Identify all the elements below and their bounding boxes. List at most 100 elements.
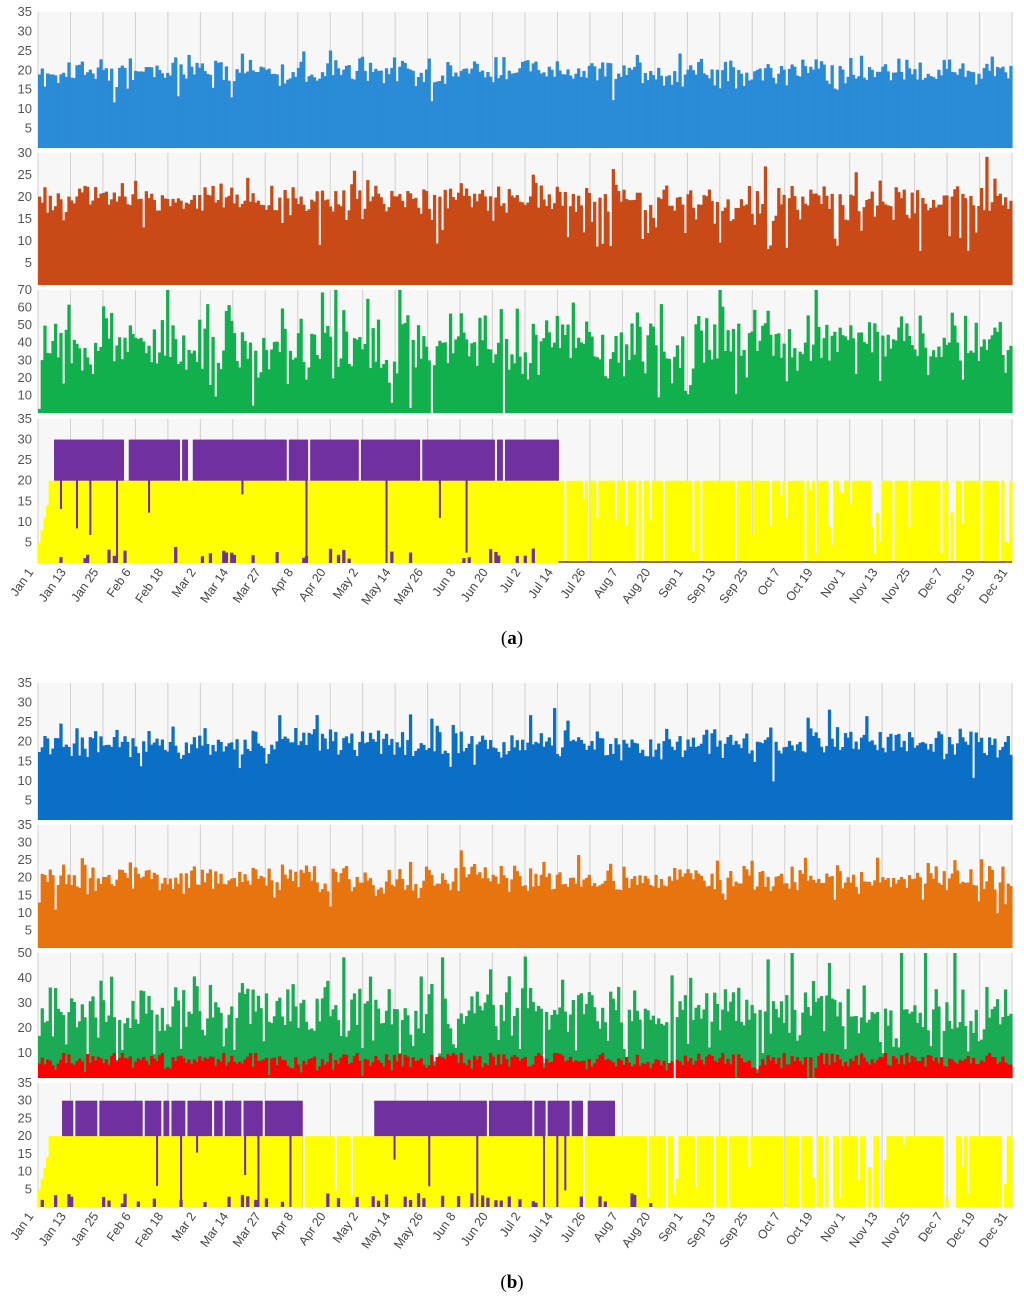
- panel-b-row1-series-bar: [729, 734, 733, 820]
- panel-a-row1-series-bar: [51, 74, 55, 148]
- panel-b-row3-red-bar: [777, 1057, 781, 1078]
- panel-a-row3-series-bar: [590, 336, 594, 413]
- panel-b-row1-series-bar: [790, 745, 794, 820]
- panel-b-row2-series-bar: [142, 876, 146, 948]
- panel-a-row1-series-bar: [982, 68, 986, 148]
- panel-a-row3-series-bar: [1001, 354, 1005, 413]
- panel-a-row1-series-bar: [470, 68, 474, 148]
- panel-b-row4-yellow-bar: [971, 1136, 976, 1207]
- panel-a-row4-purple-low-bar: [200, 556, 205, 563]
- panel-a-row4-purple-bar: [88, 439, 92, 563]
- panel-b-row3-red-bar: [971, 1057, 976, 1078]
- panel-b-row2-series-bar: [507, 891, 511, 948]
- panel-a-row4-yellow-bar: [937, 480, 941, 563]
- panel-a-row3-series-bar: [814, 290, 818, 413]
- panel-a-row1-series-bar: [454, 72, 458, 148]
- panel-a-row4-yellow-bar: [222, 480, 226, 563]
- panel-a-row4-yellow-bar: [224, 480, 229, 563]
- panel-b-row3-green-bar: [246, 988, 250, 1078]
- panel-a-row2-series-bar: [619, 201, 623, 285]
- panel-b-row1-series-bar: [198, 735, 202, 820]
- panel-a-row2-series-bar: [520, 202, 525, 285]
- panel-b-row3-y-tick-label: 30: [18, 995, 32, 1010]
- panel-b-row3-red-bar: [897, 1064, 901, 1078]
- panel-a-row2-series-bar: [851, 195, 856, 285]
- panel-b-row1-series-bar: [262, 747, 266, 820]
- panel-b-row3-red-bar: [411, 1057, 415, 1078]
- panel-b-row2-y-tick-label: 15: [18, 887, 32, 902]
- panel-a-x-tick-label: May 2: [330, 566, 361, 602]
- panel-a-row4-yellow-bar: [886, 480, 890, 563]
- panel-a-row4-yellow-bar: [838, 491, 842, 563]
- panel-a-row3-series-bar: [504, 338, 509, 413]
- panel-a-row2-series-bar: [793, 196, 797, 285]
- panel-b-row3-red-bar: [870, 1059, 874, 1078]
- panel-b-row2-y-tick-label: 20: [18, 870, 32, 885]
- panel-a-row4-yellow-bar: [667, 480, 672, 563]
- panel-b-row4-yellow-bar: [342, 1136, 346, 1207]
- panel-b-row2-series-bar: [262, 877, 266, 948]
- panel-b-row1-series-bar: [955, 743, 960, 820]
- panel-a-row2-series-bar: [673, 210, 677, 285]
- panel-a-row1-series-bar: [995, 66, 1000, 148]
- panel-a-row3-series-bar: [72, 339, 76, 413]
- panel-a-row2-series-bar: [104, 191, 108, 285]
- panel-a-row1-series-bar: [819, 61, 824, 148]
- panel-a-row3-series-bar: [304, 379, 309, 413]
- panel-a-row3-series-bar: [558, 348, 562, 413]
- panel-a-row4-yellow-bar: [360, 480, 365, 563]
- panel-a-row2-series-bar: [934, 207, 938, 285]
- panel-b-row3-green-bar: [867, 1019, 872, 1078]
- panel-a-row4-yellow-bar: [240, 494, 245, 563]
- panel-a-row3-series-bar: [574, 347, 578, 413]
- panel-b-row1-series-bar: [438, 732, 442, 820]
- panel-a-row1-series-bar: [198, 67, 202, 148]
- panel-a-row2-series-bar: [939, 204, 944, 285]
- panel-b-row3-red-bar: [531, 1064, 535, 1078]
- panel-a-row1-series-bar: [1009, 65, 1013, 148]
- panel-b-row4-yellow-bar: [646, 1197, 650, 1207]
- panel-a-row3-series-bar: [446, 363, 450, 413]
- panel-a-row3-series-bar: [598, 359, 602, 413]
- panel-a-row4-yellow-bar: [336, 480, 341, 563]
- panel-b-row3-red-bar: [104, 1059, 108, 1078]
- panel-a-row3-series-bar: [851, 338, 856, 413]
- panel-a-row1-series-bar: [462, 68, 466, 148]
- panel-a-row4-yellow-bar: [609, 480, 613, 563]
- panel-a-row3-series-bar: [998, 321, 1002, 413]
- panel-a-row1-series-bar: [318, 78, 322, 148]
- panel-b-row4-yellow-bar: [547, 1136, 551, 1207]
- panel-a-row4-yellow-bar: [435, 480, 439, 563]
- panel-b-row3-red-bar: [142, 1057, 146, 1078]
- panel-a-row3-series-bar: [649, 323, 653, 413]
- panel-b-row3-green-bar: [259, 1008, 263, 1078]
- panel-a-row3-series-bar: [833, 331, 837, 413]
- panel-b-row3-red-bar: [622, 1064, 626, 1078]
- panel-b-row3-red-bar: [601, 1053, 605, 1078]
- panel-b-row3-green-bar: [483, 1002, 487, 1078]
- panel-a-row2-series-bar: [891, 219, 896, 285]
- panel-b-row1-series-bar: [918, 742, 922, 820]
- panel-b-row3-red-bar: [331, 1069, 335, 1078]
- panel-a-row1-y-tick-label: 35: [18, 4, 32, 19]
- panel-a-row4-yellow-bar: [488, 480, 493, 563]
- panel-b-row2-series-bar: [414, 883, 418, 948]
- panel-a-row3-series-bar: [288, 350, 293, 413]
- panel-a-row3-series-bar: [945, 344, 949, 413]
- panel-b-row3-red-bar: [659, 1065, 664, 1078]
- panel-a-row3-series-bar: [985, 349, 989, 413]
- panel-b-row1-series-bar: [451, 724, 455, 820]
- panel-b-row1-series-bar: [971, 777, 976, 820]
- panel-b-x-tick-label: Jan 13: [36, 1210, 69, 1249]
- panel-a-row1-series-bar: [587, 65, 591, 148]
- panel-a-row3-series-bar: [104, 318, 108, 413]
- panel-b-row3-red-bar: [472, 1055, 477, 1078]
- panel-b-row1-series-bar: [550, 745, 554, 820]
- panel-b-row3-y-tick-label: 50: [18, 945, 32, 960]
- panel-b-row1-series-bar: [131, 738, 135, 820]
- panel-a-row2-series-bar: [158, 210, 162, 285]
- panel-a-row1-series-bar: [913, 69, 917, 148]
- panel-b-row1-series-bar: [494, 748, 498, 820]
- panel-a-row2-series-bar: [438, 196, 442, 285]
- panel-a-row1-series-bar: [91, 73, 95, 148]
